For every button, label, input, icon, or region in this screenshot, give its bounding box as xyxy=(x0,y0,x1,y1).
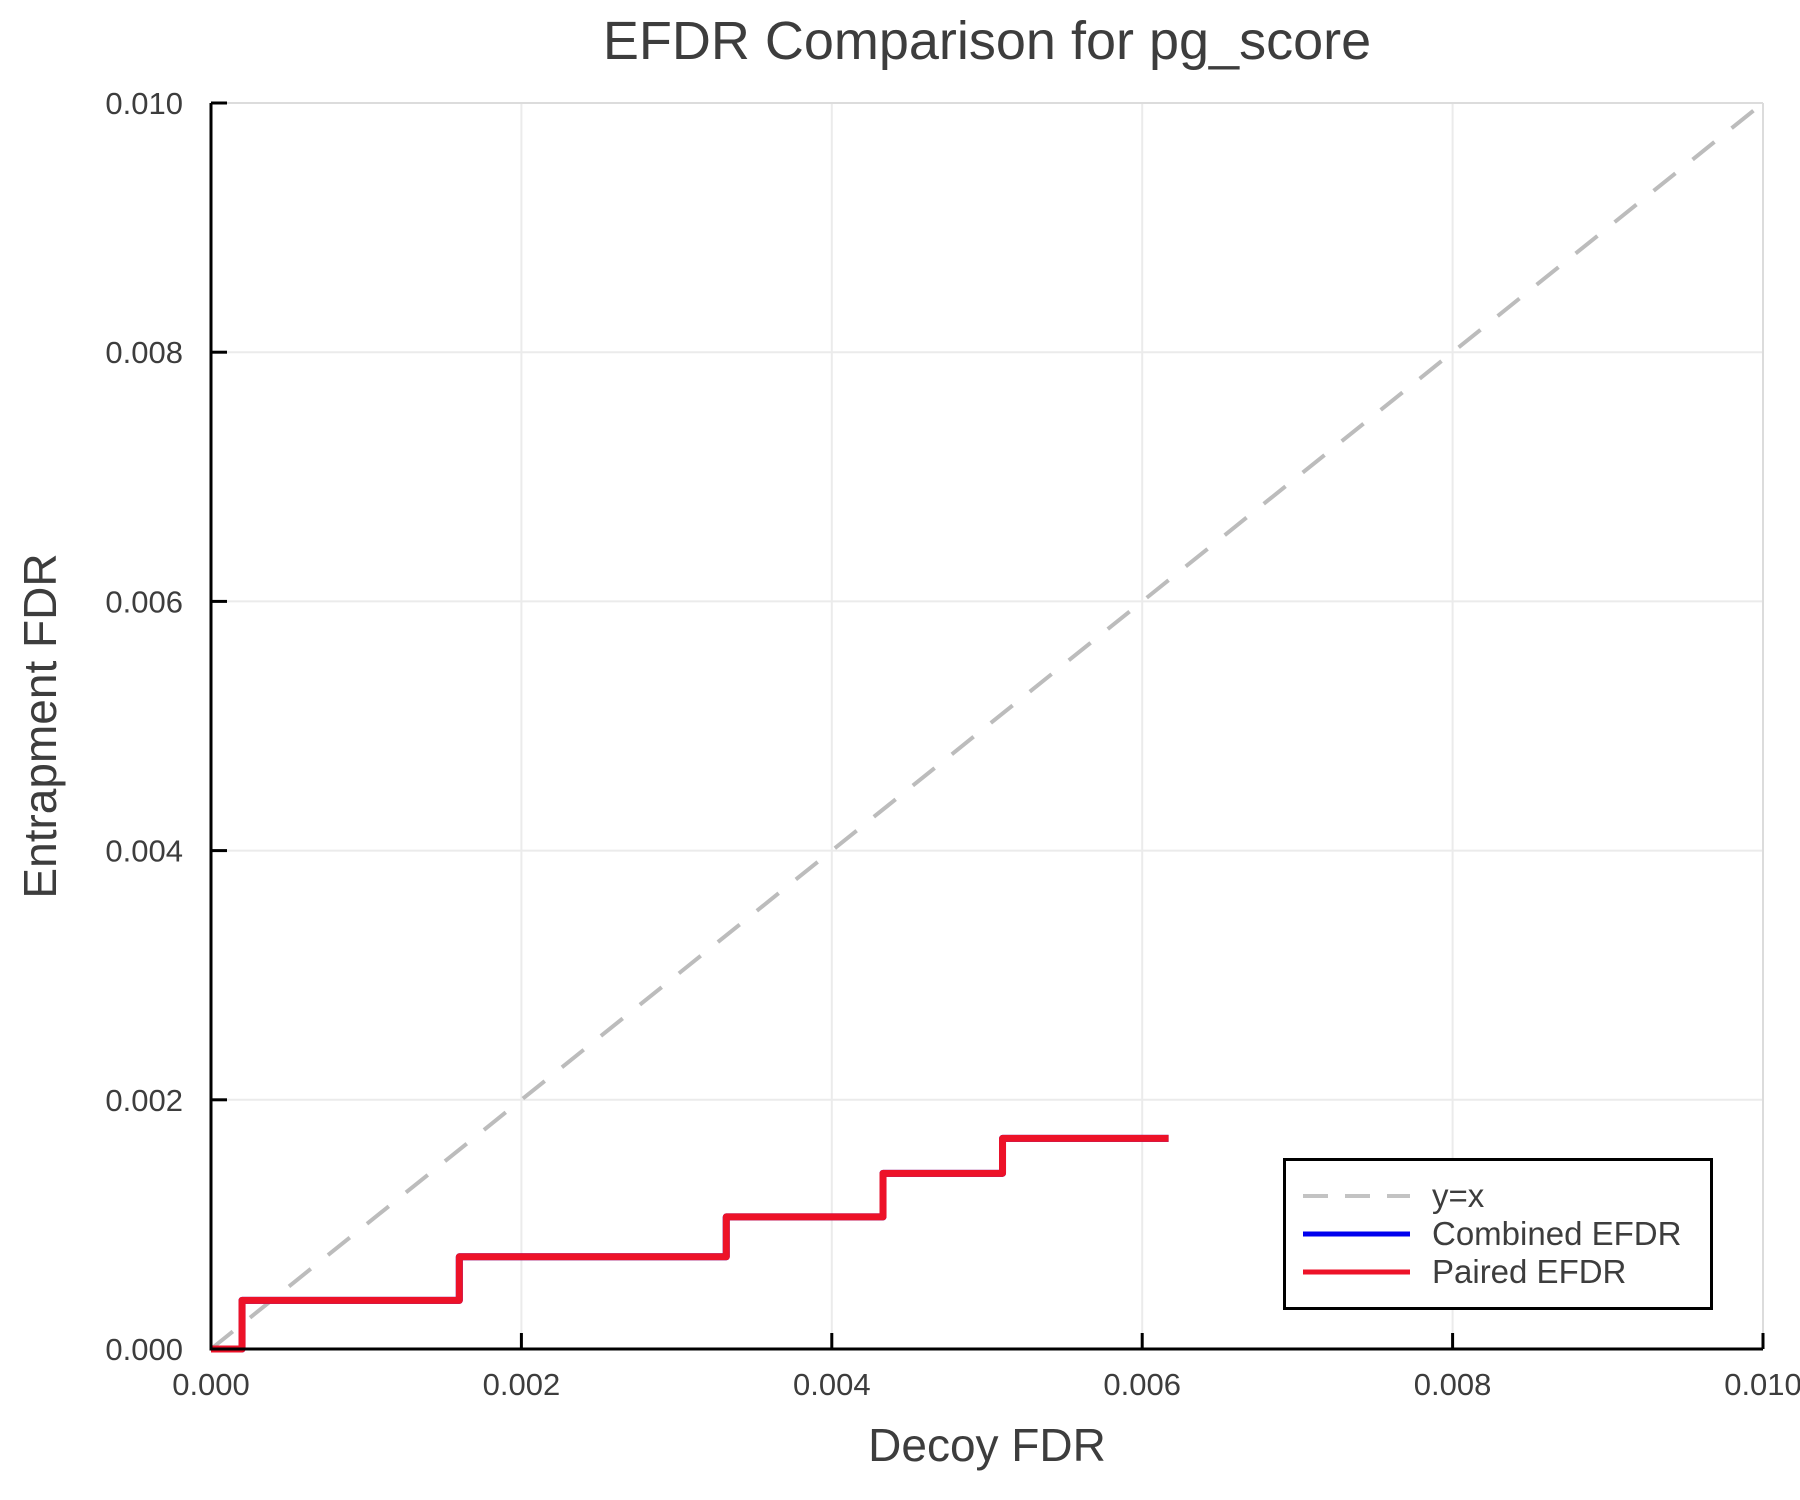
legend-label: Combined EFDR xyxy=(1432,1215,1682,1252)
legend-item-y-equals-x: y=x xyxy=(1303,1177,1710,1215)
x-axis-label: Decoy FDR xyxy=(868,1419,1106,1471)
legend-label: Paired EFDR xyxy=(1432,1253,1627,1290)
y-tick-label: 0.006 xyxy=(105,584,183,619)
legend-item-paired-efdr: Paired EFDR xyxy=(1303,1253,1710,1291)
y-axis-label: Entrapment FDR xyxy=(14,553,66,899)
x-tick-label: 0.004 xyxy=(793,1367,871,1402)
x-tick-label: 0.010 xyxy=(1724,1367,1800,1402)
y-tick-label: 0.010 xyxy=(105,86,183,121)
x-tick-label: 0.002 xyxy=(483,1367,561,1402)
chart-title: EFDR Comparison for pg_score xyxy=(602,11,1372,71)
legend: y=x Combined EFDR Paired EFDR xyxy=(1283,1158,1713,1310)
y-tick-label: 0.008 xyxy=(105,335,183,370)
y-tick-label: 0.002 xyxy=(105,1083,183,1118)
legend-label: y=x xyxy=(1432,1177,1485,1214)
legend-line-sample-blue xyxy=(1303,1231,1410,1237)
legend-line-sample-red xyxy=(1303,1269,1410,1275)
x-tick-label: 0.006 xyxy=(1103,1367,1181,1402)
legend-item-combined-efdr: Combined EFDR xyxy=(1303,1215,1710,1253)
y-tick-label: 0.000 xyxy=(105,1332,183,1367)
series-line-paired-efdr xyxy=(211,1134,1169,1353)
y-tick-label: 0.004 xyxy=(105,834,183,869)
x-tick-label: 0.008 xyxy=(1414,1367,1492,1402)
legend-line-sample-dashed xyxy=(1303,1194,1410,1198)
series-line-combined-efdr xyxy=(211,1134,1169,1353)
x-tick-label: 0.000 xyxy=(172,1367,250,1402)
series-line-y-x xyxy=(209,101,1765,1351)
